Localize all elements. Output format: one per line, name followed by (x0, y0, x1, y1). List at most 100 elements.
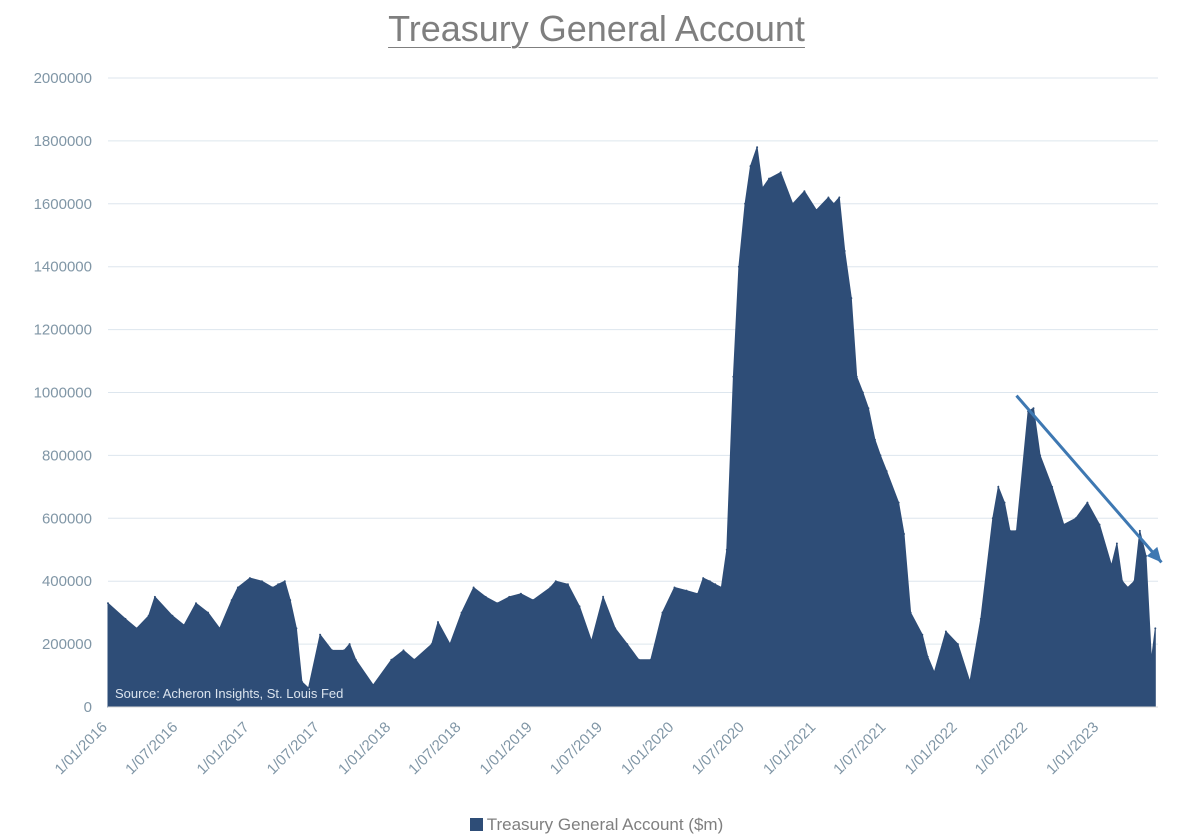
data-point (861, 391, 864, 394)
data-point (968, 680, 971, 683)
x-tick-label: 1/07/2021 (830, 719, 889, 778)
trend-arrow (1015, 394, 1163, 564)
data-point (626, 643, 629, 646)
data-point (997, 485, 1000, 488)
data-point (1121, 580, 1124, 583)
data-point (183, 624, 185, 627)
data-point (815, 209, 818, 212)
data-point (1032, 407, 1035, 410)
y-tick-label: 800000 (42, 447, 92, 464)
data-point (708, 580, 711, 583)
data-point (744, 202, 747, 205)
data-point (519, 592, 522, 595)
data-point (390, 658, 393, 661)
x-tick-label: 1/07/2016 (122, 719, 181, 778)
data-point (532, 599, 534, 602)
data-point (300, 680, 303, 683)
data-point (207, 611, 209, 614)
data-point (614, 627, 617, 630)
data-point (991, 517, 994, 520)
data-point (1154, 627, 1157, 630)
data-point (909, 611, 912, 614)
data-point (885, 470, 888, 473)
legend: Treasury General Account ($m) (0, 815, 1193, 835)
data-point (602, 595, 605, 598)
y-tick-label: 1600000 (34, 196, 92, 213)
data-point (637, 658, 640, 661)
x-tick-label: 1/01/2017 (194, 719, 253, 778)
data-point (124, 617, 127, 620)
data-point (135, 627, 138, 630)
data-point (791, 202, 794, 205)
y-tick-label: 1200000 (34, 322, 92, 339)
legend-swatch (469, 818, 483, 831)
data-point (472, 586, 475, 589)
data-point (248, 577, 251, 580)
data-point (685, 589, 688, 592)
data-point (832, 202, 835, 205)
data-point (879, 454, 882, 457)
data-point (295, 627, 298, 630)
x-tick-label: 1/01/2018 (335, 719, 394, 778)
data-point (271, 586, 274, 589)
data-point (944, 630, 947, 633)
data-point (873, 438, 876, 441)
data-point (761, 187, 764, 190)
data-point (867, 407, 870, 410)
data-point (855, 375, 858, 378)
data-point (768, 177, 771, 180)
data-point (1039, 454, 1042, 457)
data-point (153, 595, 156, 598)
y-tick-label: 1400000 (34, 259, 92, 276)
data-point (307, 687, 310, 690)
data-point (236, 586, 239, 589)
data-point (720, 586, 723, 589)
data-point (260, 580, 263, 583)
data-point (1145, 555, 1147, 557)
data-point (933, 671, 936, 674)
y-tick-label: 2000000 (34, 70, 92, 87)
data-point (1062, 523, 1065, 526)
data-point (779, 171, 782, 174)
data-point (277, 583, 280, 586)
data-point (926, 655, 929, 658)
data-point (343, 649, 346, 652)
data-point (230, 599, 233, 602)
data-point (843, 250, 846, 252)
x-tick-label: 1/01/2021 (760, 719, 819, 778)
y-tick-label: 400000 (42, 573, 92, 590)
data-point (732, 375, 735, 378)
data-point (566, 583, 569, 586)
data-point (107, 602, 109, 605)
data-point (903, 533, 905, 535)
data-point (171, 614, 174, 617)
data-point (979, 617, 982, 620)
data-point (484, 595, 487, 598)
series-area-0 (107, 147, 1156, 708)
data-point (1150, 658, 1153, 661)
y-axis-ticks: 0 200000 400000 600000 800000 1000000 1200000 1… (34, 70, 92, 716)
trend-arrow-shaft (1015, 394, 1163, 564)
x-axis-ticks: 1/01/2016 1/07/2016 1/01/2017 1/07/2017 1/01… (52, 719, 1103, 778)
x-tick-label: 1/07/2019 (547, 719, 606, 778)
data-point (218, 627, 221, 630)
data-point (702, 577, 705, 580)
gridlines (108, 77, 1158, 645)
y-tick-label: 0 (84, 699, 92, 716)
data-point (737, 265, 740, 268)
y-tick-label: 1000000 (34, 385, 92, 402)
data-point (1008, 529, 1011, 532)
data-point (413, 658, 416, 661)
data-point (673, 586, 676, 589)
chart-title: Treasury General Account (388, 8, 805, 49)
data-point (1098, 523, 1101, 526)
x-tick-label: 1/01/2016 (52, 719, 111, 778)
data-point (838, 196, 841, 199)
data-point (749, 165, 752, 168)
data-point (283, 580, 286, 583)
data-point (1051, 485, 1054, 488)
data-point (1110, 564, 1113, 567)
data-point (578, 605, 581, 608)
x-tick-label: 1/01/2020 (618, 719, 677, 778)
